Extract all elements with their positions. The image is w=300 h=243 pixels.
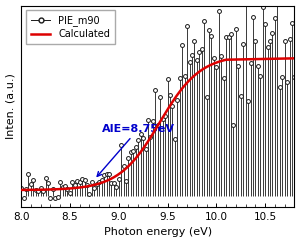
Text: AIE=8.75eV: AIE=8.75eV (97, 124, 175, 176)
Legend: PIE_m90, Calculated: PIE_m90, Calculated (26, 10, 115, 44)
X-axis label: Photon energy (eV): Photon energy (eV) (104, 227, 212, 237)
Y-axis label: Inten. (a.u.): Inten. (a.u.) (6, 73, 16, 139)
